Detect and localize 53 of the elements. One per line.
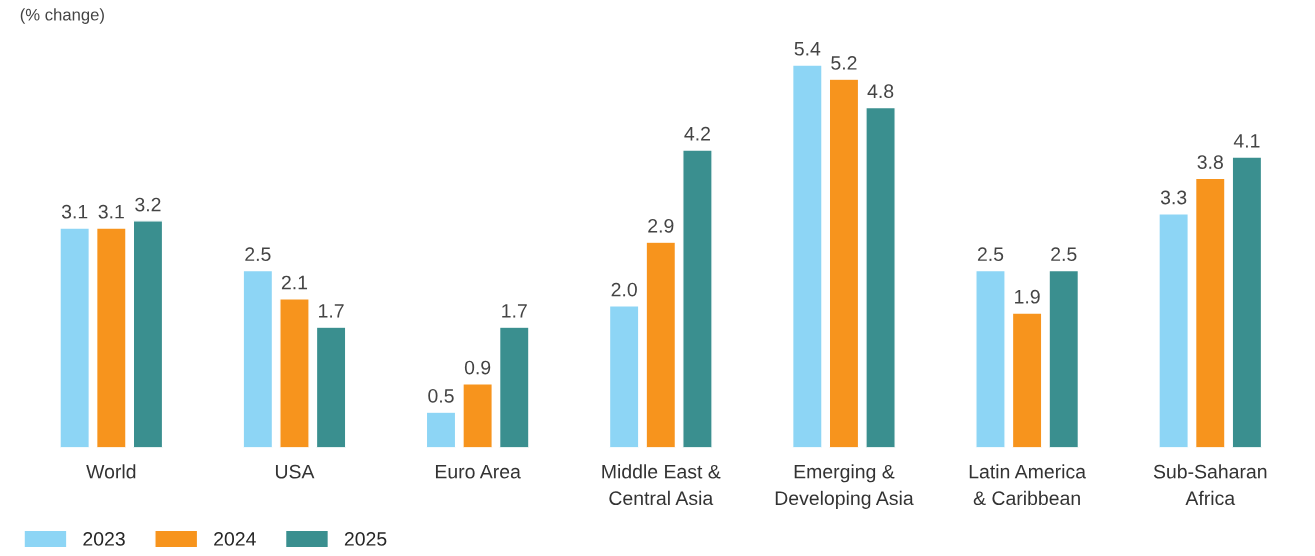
data-label: 2.1 xyxy=(281,275,308,290)
bar xyxy=(975,269,1006,448)
x-tick-label: Middle East & Central Asia xyxy=(602,464,721,506)
bar xyxy=(462,383,493,448)
data-label: 1.7 xyxy=(319,304,344,318)
data-label: 3.1 xyxy=(61,204,88,219)
data-label: 3.3 xyxy=(1160,190,1187,205)
bar xyxy=(791,64,823,448)
data-label: 2.5 xyxy=(245,247,271,262)
y-axis-title: (% change) xyxy=(20,8,104,24)
data-label: 2.9 xyxy=(648,218,674,233)
x-tick-label: World xyxy=(86,464,136,479)
x-tick-label: Emerging & Developing Asia xyxy=(775,464,914,509)
bar xyxy=(682,149,713,448)
data-label: 4.8 xyxy=(867,84,894,99)
data-label: 0.9 xyxy=(464,360,491,375)
bar xyxy=(1158,213,1189,448)
bar xyxy=(315,326,347,448)
x-tick-label: Latin America & Caribbean xyxy=(969,464,1087,506)
data-label: 1.7 xyxy=(502,304,527,318)
bar xyxy=(425,411,457,448)
data-label: 2.5 xyxy=(1051,247,1077,262)
bar xyxy=(1231,156,1263,448)
data-label: 5.4 xyxy=(794,42,821,56)
data-label: 3.1 xyxy=(98,204,124,219)
bar xyxy=(242,269,274,448)
data-label: 3.2 xyxy=(135,197,161,212)
legend-label: 2023 xyxy=(83,532,125,546)
bar xyxy=(865,106,896,448)
bar xyxy=(1011,312,1043,448)
bar xyxy=(279,298,310,448)
x-tick-label: USA xyxy=(275,464,315,479)
bar xyxy=(1194,177,1226,448)
data-label: 0.5 xyxy=(428,388,454,403)
data-label: 2.0 xyxy=(611,282,637,297)
bar xyxy=(59,227,91,448)
bar xyxy=(1048,269,1080,448)
data-label: 4.2 xyxy=(684,126,710,141)
bar xyxy=(828,78,860,448)
data-label: 4.1 xyxy=(1233,134,1260,148)
x-tick-label: Sub-Saharan Africa xyxy=(1153,464,1267,506)
bar xyxy=(95,227,127,448)
legend-label: 2025 xyxy=(344,532,387,546)
bar xyxy=(608,305,640,448)
data-label: 5.2 xyxy=(831,56,857,70)
bar xyxy=(498,326,530,448)
bar xyxy=(132,220,164,448)
data-label: 3.8 xyxy=(1197,155,1223,169)
data-label: 2.5 xyxy=(977,247,1004,262)
x-tick-label: Euro Area xyxy=(435,464,521,479)
legend-label: 2024 xyxy=(214,532,256,546)
data-label: 1.9 xyxy=(1015,289,1040,304)
bar xyxy=(645,241,677,448)
